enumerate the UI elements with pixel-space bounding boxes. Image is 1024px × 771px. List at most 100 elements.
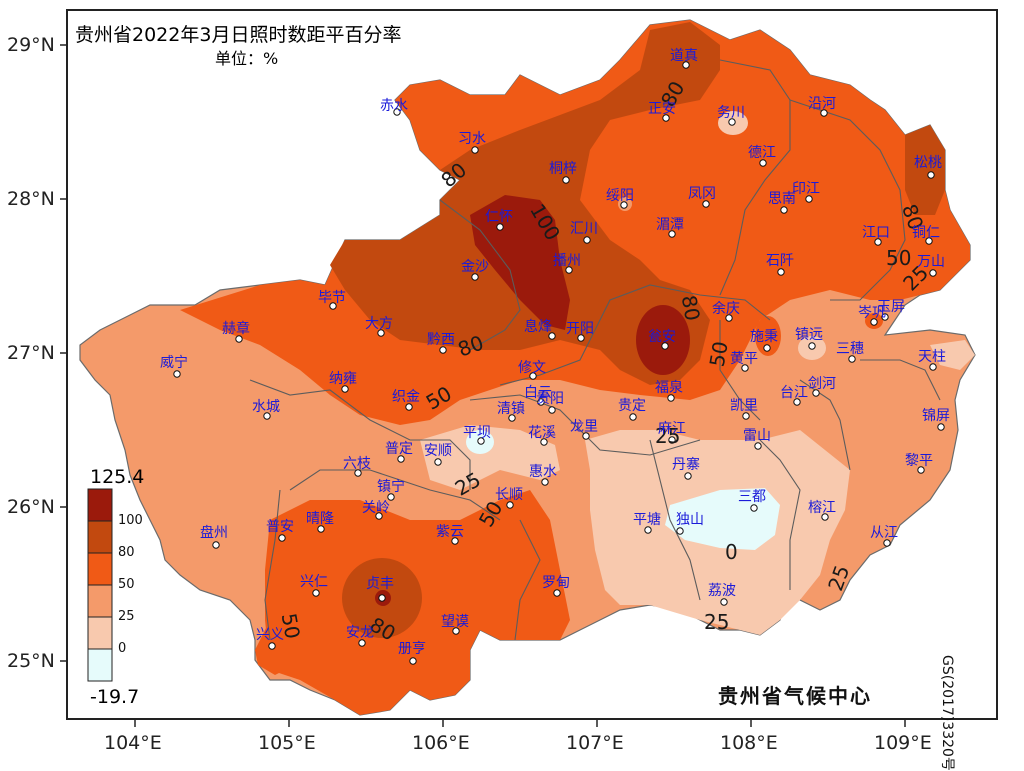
- legend-swatch-25-50: [87, 584, 113, 618]
- station-marker: [377, 329, 385, 337]
- city-label: 镇宁: [377, 479, 405, 495]
- station-marker: [477, 437, 485, 445]
- legend-min: -19.7: [90, 686, 140, 708]
- city-label: 三都: [738, 489, 766, 505]
- station-marker: [763, 344, 771, 352]
- station-marker: [235, 335, 243, 343]
- legend-swatch-0-25: [87, 616, 113, 650]
- lon-label-108: 108°E: [720, 732, 778, 754]
- legend-max: 125.4: [90, 466, 145, 488]
- band-over-100-north: [470, 195, 570, 330]
- station-marker: [508, 414, 516, 422]
- station-marker: [268, 642, 276, 650]
- station-marker: [577, 334, 585, 342]
- station-marker: [759, 159, 767, 167]
- city-label: 余庆: [712, 301, 740, 317]
- city-label: 沿河: [808, 96, 836, 112]
- city-label: 凯里: [730, 398, 758, 414]
- city-label: 普安: [266, 519, 294, 535]
- legend-tick-0: 0: [118, 641, 127, 656]
- city-label: 德江: [748, 145, 776, 161]
- station-marker: [541, 478, 549, 486]
- station-marker: [676, 527, 684, 535]
- station-marker: [808, 342, 816, 350]
- agency-label: 贵州省气候中心: [718, 684, 872, 708]
- station-marker: [537, 398, 545, 406]
- station-marker: [720, 598, 728, 606]
- station-marker: [317, 525, 325, 533]
- station-marker: [562, 176, 570, 184]
- city-label: 江口: [862, 225, 890, 241]
- city-label: 望谟: [441, 614, 469, 630]
- band-50-80-southwest: [255, 610, 300, 675]
- city-label: 天柱: [918, 349, 946, 365]
- station-marker: [750, 504, 758, 512]
- legend-swatch-below-0: [87, 648, 113, 682]
- station-marker: [927, 171, 935, 179]
- contour-label: 80: [676, 293, 705, 323]
- station-marker: [434, 458, 442, 466]
- city-label: 绥阳: [606, 188, 634, 204]
- city-label: 黔西: [427, 332, 455, 348]
- lon-label-104: 104°E: [104, 732, 162, 754]
- contour-label: 50: [704, 339, 733, 369]
- station-marker: [668, 230, 676, 238]
- city-label: 习水: [458, 131, 486, 147]
- station-marker: [917, 466, 925, 474]
- legend-tick-80: 80: [118, 545, 135, 560]
- city-label: 思南: [768, 191, 796, 207]
- station-marker: [662, 114, 670, 122]
- city-label: 务川: [717, 105, 745, 121]
- station-marker: [409, 657, 417, 665]
- lon-label-107: 107°E: [566, 732, 624, 754]
- station-marker: [793, 398, 801, 406]
- city-label: 剑河: [808, 376, 836, 392]
- lat-label-27: 27°N: [7, 342, 55, 364]
- station-marker: [881, 313, 889, 321]
- station-marker: [375, 512, 383, 520]
- station-marker: [565, 266, 573, 274]
- station-marker: [212, 541, 220, 549]
- lon-label-109: 109°E: [874, 732, 932, 754]
- city-label: 花溪: [528, 425, 556, 441]
- station-marker: [378, 594, 386, 602]
- station-marker: [358, 639, 366, 647]
- map-title: 贵州省2022年3月日照时数距平百分率: [75, 24, 402, 46]
- city-label: 毕节: [318, 290, 346, 306]
- station-marker: [668, 436, 676, 444]
- city-label: 万山: [917, 254, 945, 270]
- station-marker: [821, 513, 829, 521]
- city-label: 施秉: [750, 329, 778, 345]
- city-label: 普定: [385, 441, 413, 457]
- city-label: 雷山: [743, 428, 771, 444]
- city-label: 息烽: [524, 319, 552, 335]
- city-label: 黎平: [905, 453, 933, 469]
- station-marker: [312, 589, 320, 597]
- legend-swatch-50-80: [87, 552, 113, 586]
- city-label: 平坝: [463, 425, 491, 441]
- station-marker: [682, 61, 690, 69]
- city-label: 铜仁: [912, 225, 940, 241]
- city-label: 金沙: [461, 259, 489, 275]
- city-label: 锦屏: [922, 408, 950, 424]
- station-marker: [725, 314, 733, 322]
- band-80-100-northeast: [905, 125, 945, 215]
- city-label: 印江: [792, 181, 820, 197]
- lon-label-106: 106°E: [412, 732, 470, 754]
- city-label: 贵定: [618, 398, 646, 414]
- station-marker: [529, 372, 537, 380]
- station-marker: [929, 363, 937, 371]
- city-label: 贞丰: [366, 576, 394, 592]
- station-marker: [405, 403, 413, 411]
- station-marker: [387, 493, 395, 501]
- city-label: 六枝: [343, 456, 371, 472]
- city-label: 独山: [676, 512, 704, 528]
- station-marker: [393, 108, 401, 116]
- station-marker: [540, 438, 548, 446]
- station-marker: [548, 406, 556, 414]
- city-label: 丹寨: [672, 457, 700, 473]
- station-marker: [629, 413, 637, 421]
- station-marker: [329, 302, 337, 310]
- city-label: 水城: [252, 399, 280, 415]
- city-label: 赫章: [222, 321, 250, 337]
